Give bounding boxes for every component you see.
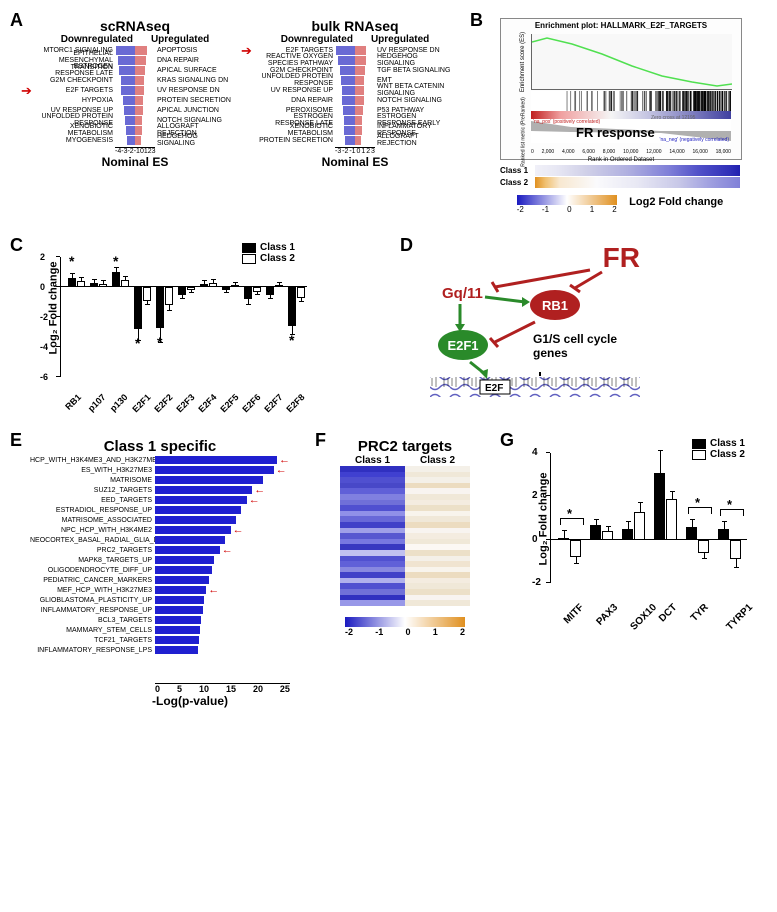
hbar-chart: HCP_WITH_H3K4ME3_AND_H3K27ME3←ES_WITH_H3…	[30, 455, 290, 683]
gsea-enrichment-plot: Enrichment plot: HALLMARK_E2F_TARGETS En…	[500, 18, 742, 160]
class2-strip	[535, 177, 740, 188]
panel-a-scrna: scRNAseq Downregulated Upregulated MTORC…	[35, 18, 235, 169]
e2f1-node: E2F1	[438, 330, 488, 360]
bulk-xlabel: Nominal ES	[255, 155, 455, 169]
b-xlabel: Rank in Ordered Dataset	[501, 157, 741, 163]
b-colorscale: -2-1012	[517, 195, 617, 205]
f-title: PRC2 targets	[340, 438, 470, 455]
panel-a-bulk: bulk RNAseq Downregulated Upregulated ➔E…	[255, 18, 455, 169]
panel-f-label: F	[315, 430, 326, 451]
class1-strip	[535, 165, 740, 176]
down-label: Downregulated	[61, 34, 133, 45]
up-label-2: Upregulated	[371, 34, 429, 45]
gsea-plot-title: Enrichment plot: HALLMARK_E2F_TARGETS	[501, 21, 741, 30]
panel-b-label: B	[470, 10, 483, 31]
class1-label: Class 1	[500, 166, 535, 175]
g-ylabel: Log₂ Fold change	[537, 473, 549, 566]
logfc-label: Log2 Fold change	[629, 196, 723, 208]
panel-a: scRNAseq Downregulated Upregulated MTORC…	[35, 18, 455, 169]
dna-helix: E2F	[430, 372, 640, 402]
rb1-node: RB1	[530, 290, 580, 320]
heatmap-f	[340, 466, 470, 606]
hit-bars	[531, 91, 731, 111]
fr-response: FR response	[576, 125, 655, 140]
panel-c: Log₂ Fold change -6-4-202Class 1Class 2R…	[35, 242, 315, 402]
bar-chart-g: Log₂ Fold change -2024Class 1Class 2MITF…	[525, 438, 750, 613]
panel-f: PRC2 targets Class 1 Class 2 -2-1012	[340, 438, 470, 632]
pathway-diagram: FR Gq/11 RB1 E2F1 G1/S cell cycle genes	[430, 242, 640, 402]
panel-d: FR Gq/11 RB1 E2F1 G1/S cell cycle genes	[430, 242, 640, 402]
gradient-bar	[531, 111, 731, 119]
gsea-sc-chart: MTORC1 SIGNALINGAPOPTOSISEPITHELIAL MESE…	[35, 45, 235, 155]
panel-e: Class 1 specific HCP_WITH_H3K4ME3_AND_H3…	[30, 438, 290, 708]
panel-g: Log₂ Fold change -2024Class 1Class 2MITF…	[525, 438, 750, 613]
f-col2: Class 2	[420, 455, 455, 466]
f-colorscale: -2-1012	[345, 617, 465, 627]
bulk-title: bulk RNAseq	[255, 18, 455, 34]
svg-text:E2F: E2F	[485, 383, 503, 394]
panel-a-label: A	[10, 10, 23, 31]
scrna-title: scRNAseq	[35, 18, 235, 34]
bar-chart-c: Log₂ Fold change -6-4-202Class 1Class 2R…	[35, 242, 315, 402]
up-label: Upregulated	[151, 34, 209, 45]
gsea-ylabel: Enrichment score (ES)	[520, 32, 526, 92]
figure: A scRNAseq Downregulated Upregulated MTO…	[10, 10, 767, 902]
gsea-bulk-chart: ➔E2F TARGETSUV RESPONSE DNREACTIVE OXYGE…	[255, 45, 455, 155]
panel-d-label: D	[400, 235, 413, 256]
heatmap-b: Class 1 Class 2 -2-1012 Log2 Fold change	[500, 164, 740, 210]
scrna-xlabel: Nominal ES	[35, 155, 235, 169]
panel-e-label: E	[10, 430, 22, 451]
c-ylabel: Log₂ Fold change	[47, 262, 59, 355]
genes-label: G1/S cell cycle genes	[533, 332, 633, 360]
panel-g-label: G	[500, 430, 514, 451]
gq-node: Gq/11	[442, 285, 483, 302]
e-xticks: 0510152025	[155, 683, 290, 694]
panel-b: Enrichment plot: HALLMARK_E2F_TARGETS En…	[500, 18, 742, 210]
down-label-2: Downregulated	[281, 34, 353, 45]
class2-label: Class 2	[500, 178, 535, 187]
zero-cross: Zero cross at 12195	[651, 115, 695, 121]
panel-c-label: C	[10, 235, 23, 256]
fr-node: FR	[603, 242, 640, 274]
na-neg: 'na_neg' (negatively correlated)	[660, 137, 729, 143]
b-xticks: 02,0004,0006,0008,00010,00012,00014,0001…	[531, 149, 731, 155]
e-xlabel: -Log(p-value)	[90, 694, 290, 708]
e-title: Class 1 specific	[30, 438, 290, 455]
enrichment-curve	[531, 34, 732, 90]
f-col1: Class 1	[355, 455, 390, 466]
